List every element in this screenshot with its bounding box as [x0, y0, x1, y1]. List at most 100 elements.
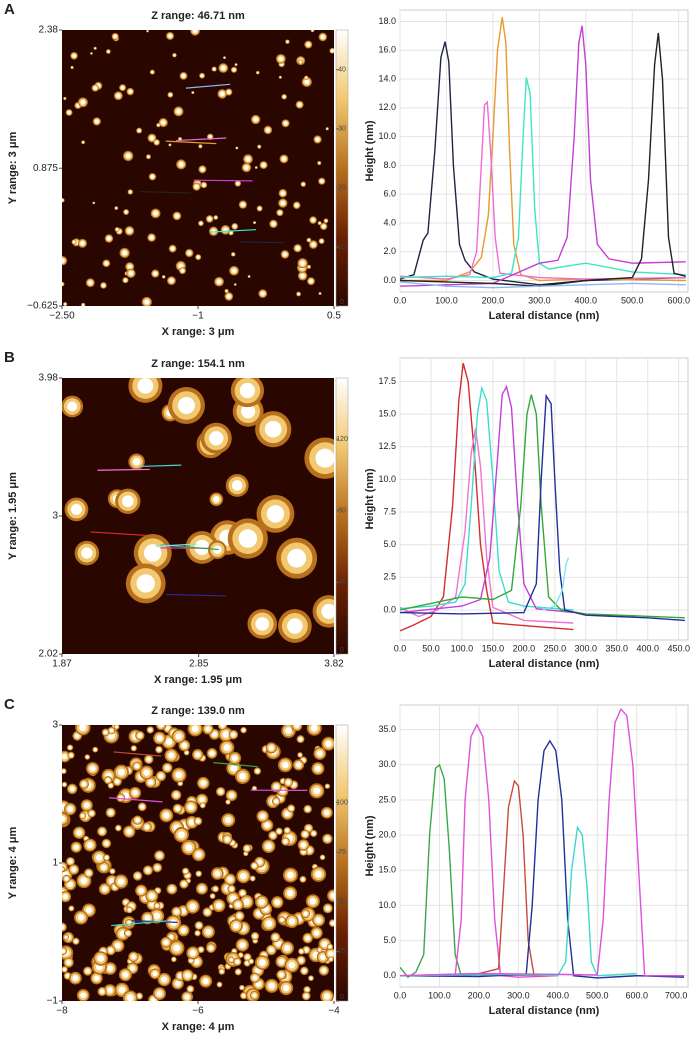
- y-tick-label: −0.625: [27, 301, 58, 312]
- particle-peak: [321, 941, 328, 948]
- particle-peak: [283, 121, 288, 126]
- particle-peak: [113, 34, 117, 39]
- particle-peak: [128, 89, 132, 94]
- particle-peak: [286, 40, 289, 43]
- particle-peak: [83, 802, 90, 809]
- particle-peak: [220, 725, 225, 728]
- particle-peak: [177, 396, 195, 415]
- particle-peak: [100, 989, 105, 994]
- particle-peak: [93, 202, 95, 204]
- particle-peak: [320, 954, 326, 960]
- profile-curve: [400, 41, 686, 286]
- particle-peak: [116, 228, 119, 231]
- particle-peak: [240, 202, 245, 207]
- particle-peak: [251, 877, 255, 880]
- particle-peak: [266, 505, 285, 523]
- particle-peak: [302, 182, 305, 186]
- particle-peak: [315, 448, 334, 468]
- y-tick-label: 15.0: [378, 409, 396, 419]
- y-tick-label: 10.0: [378, 474, 396, 484]
- particle-peak: [177, 973, 183, 979]
- particle-peak: [169, 886, 175, 892]
- particle-peak: [143, 544, 162, 562]
- profile-curve: [400, 25, 686, 287]
- particle-peak: [221, 65, 226, 71]
- particle-peak: [155, 140, 159, 144]
- particle-peak: [311, 831, 316, 836]
- particle-peak: [66, 960, 72, 965]
- particle-peak: [194, 184, 199, 189]
- particle-peak: [156, 990, 163, 997]
- particle-peak: [157, 747, 161, 752]
- particle-peak: [242, 993, 246, 998]
- particle-peak: [297, 292, 300, 296]
- particle-peak: [201, 803, 205, 807]
- particle-peak: [88, 280, 93, 285]
- particle-peak: [163, 812, 170, 819]
- particle-peak: [218, 983, 221, 986]
- particle-peak: [129, 965, 136, 971]
- particle-peak: [127, 908, 132, 912]
- particle-peak: [255, 769, 260, 773]
- particle-peak: [199, 222, 203, 225]
- particle-peak: [129, 190, 132, 194]
- particle-peak: [180, 908, 186, 914]
- particle-peak: [62, 867, 64, 871]
- particle-peak: [249, 960, 253, 963]
- particle-peak: [173, 792, 179, 798]
- particle-peak: [230, 904, 233, 908]
- particle-peak: [72, 975, 79, 982]
- particle-peak: [205, 928, 212, 935]
- colorbar-tick-label: 100: [336, 799, 348, 806]
- particle-peak: [114, 942, 121, 949]
- particle-peak: [208, 135, 212, 139]
- particle-peak: [169, 93, 172, 97]
- particle-peak: [214, 216, 217, 219]
- particle-peak: [218, 789, 223, 794]
- particle-peak: [223, 744, 231, 752]
- x-tick-label: 400.0: [547, 990, 570, 1000]
- particle-peak: [191, 725, 199, 733]
- y-axis-label: Height (nm): [364, 815, 376, 876]
- particle-peak: [232, 949, 236, 953]
- particle-peak: [330, 892, 334, 899]
- particle-peak: [195, 851, 202, 858]
- particle-peak: [215, 902, 222, 909]
- particle-peak: [242, 728, 246, 732]
- particle-peak: [231, 480, 243, 491]
- particle-peak: [86, 842, 93, 849]
- y-tick-label: −1: [47, 996, 59, 1007]
- particle-peak: [286, 780, 291, 785]
- particle-peak: [93, 975, 100, 982]
- particle-peak: [236, 182, 240, 185]
- particle-peak: [321, 856, 324, 859]
- profile-line: [176, 137, 227, 142]
- particle-peak: [220, 970, 224, 974]
- particle-peak: [320, 179, 324, 183]
- particle-peak: [71, 66, 73, 69]
- profile-curve: [400, 739, 685, 979]
- particle-peak: [193, 958, 200, 965]
- particle-peak: [178, 263, 184, 269]
- particle-peak: [202, 183, 206, 187]
- particle-peak: [197, 872, 201, 876]
- particle-peak: [240, 986, 244, 989]
- particle-peak: [274, 899, 281, 906]
- particle-peak: [188, 987, 193, 991]
- particle-peak: [156, 888, 160, 893]
- particle-peak: [146, 757, 151, 762]
- particle-peak: [258, 959, 266, 966]
- particle-peak: [81, 814, 85, 818]
- particle-peak: [199, 947, 203, 952]
- particle-peak: [143, 769, 150, 776]
- x-tick-label: 0.0: [394, 295, 407, 305]
- particle-peak: [149, 235, 154, 240]
- y-tick-label: 4.0: [383, 217, 396, 227]
- particle-peak: [192, 91, 194, 94]
- particle-peak: [90, 52, 93, 55]
- particle-peak: [122, 971, 129, 978]
- particle-peak: [144, 824, 150, 830]
- particle-peak: [173, 54, 176, 57]
- x-axis-label: X range: 3 μm: [162, 326, 235, 338]
- profile-line: [111, 920, 168, 927]
